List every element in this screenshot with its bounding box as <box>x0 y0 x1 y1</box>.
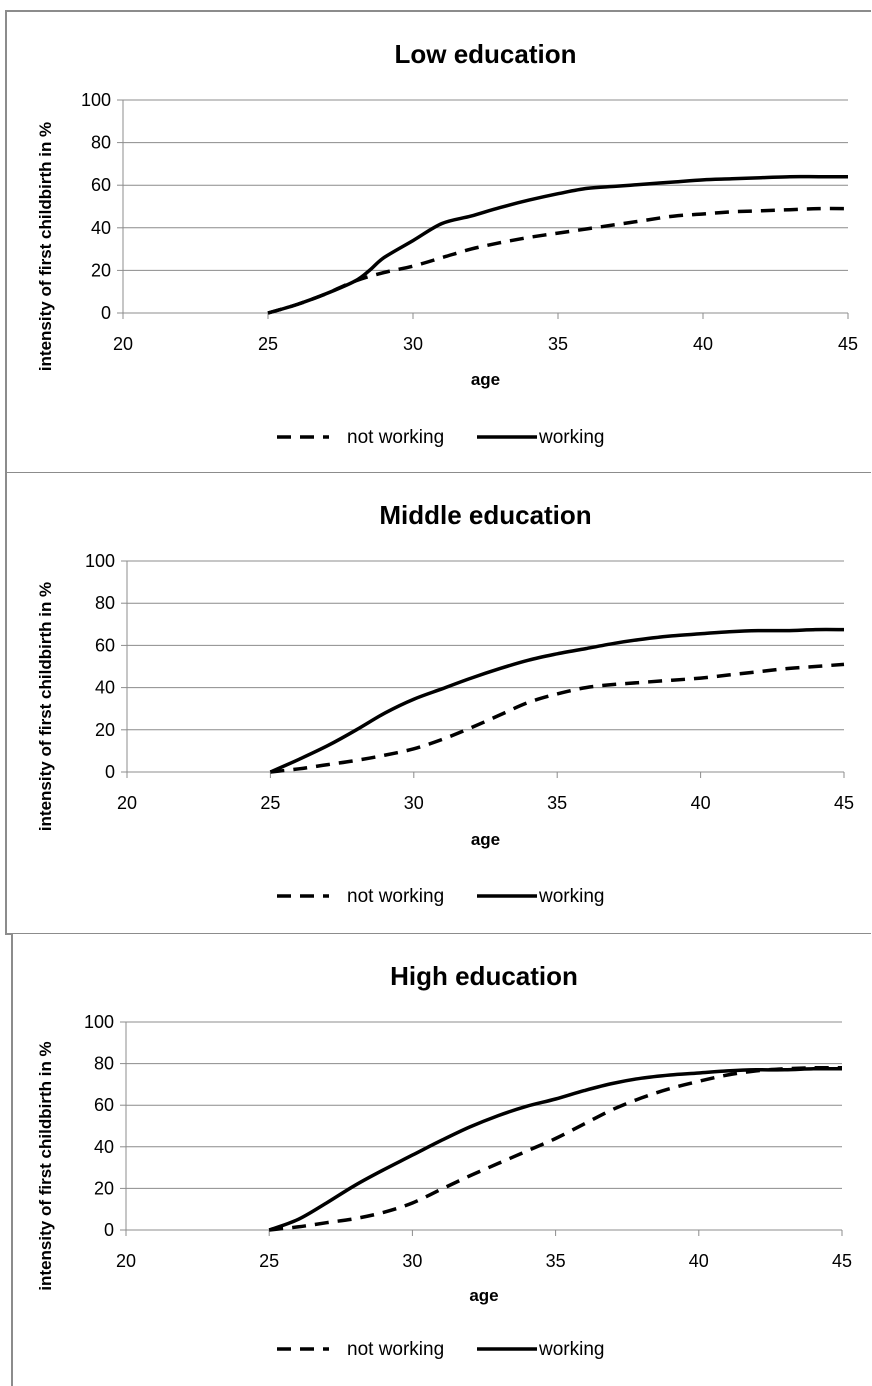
y-tick-label: 60 <box>94 1095 114 1115</box>
x-tick-label: 40 <box>693 334 713 354</box>
chart-panel-middle-education: Middle education 0 20 40 60 80 100 20 25 30 35 40 45… <box>5 473 871 935</box>
y-tick-label: 80 <box>94 1054 114 1074</box>
series-line-not-working <box>267 206 849 315</box>
x-tick-label: 30 <box>403 334 423 354</box>
y-tick-label: 100 <box>85 551 115 571</box>
y-tick-label: 80 <box>91 133 111 153</box>
legend-label: working <box>538 886 604 907</box>
x-axis-label: age <box>471 830 500 849</box>
x-tick-label: 40 <box>691 793 711 813</box>
legend-label: not working <box>347 1339 444 1360</box>
series-line-not-working <box>270 662 845 774</box>
series-line-not-working <box>269 1065 843 1232</box>
y-tick-label: 20 <box>95 720 115 740</box>
legend-label: working <box>538 1339 604 1360</box>
y-tick-label: 80 <box>95 593 115 613</box>
x-tick-label: 20 <box>117 793 137 813</box>
x-tick-label: 30 <box>402 1251 422 1271</box>
x-tick-label: 20 <box>113 334 133 354</box>
x-tick-label: 45 <box>838 334 858 354</box>
x-tick-label: 30 <box>404 793 424 813</box>
x-axis-label: age <box>469 1286 498 1305</box>
legend-item-working: working <box>477 1339 604 1360</box>
chart-title: Middle education <box>379 500 591 530</box>
legend-item-working: working <box>477 427 604 448</box>
x-tick-label: 25 <box>259 1251 279 1271</box>
chart-panel-high-education: High education 0 20 40 60 80 100 20 25 30 35 40 45 ag… <box>11 934 872 1386</box>
y-tick-label: 100 <box>81 90 111 110</box>
x-tick-label: 25 <box>258 334 278 354</box>
x-tick-label: 45 <box>834 793 854 813</box>
chart-title: Low education <box>395 39 577 69</box>
chart-panel-low-education: Low education 0 20 40 60 80 100 20 25 30 35 40 45 age… <box>5 10 871 474</box>
y-axis-label: intensity of first childbirth in % <box>36 582 55 831</box>
x-axis-label: age <box>471 370 500 389</box>
y-tick-label: 20 <box>91 260 111 280</box>
x-tick-label: 25 <box>260 793 280 813</box>
legend-item-not-working: not working <box>277 427 444 448</box>
y-tick-label: 40 <box>94 1137 114 1157</box>
legend-item-working: working <box>477 886 604 907</box>
legend-item-not-working: not working <box>277 1339 444 1360</box>
legend-item-not-working: not working <box>277 886 444 907</box>
legend-label: working <box>538 427 604 448</box>
y-tick-label: 60 <box>91 175 111 195</box>
legend-label: not working <box>347 427 444 448</box>
y-tick-label: 40 <box>91 218 111 238</box>
y-tick-label: 40 <box>95 678 115 698</box>
legend-label: not working <box>347 886 444 907</box>
x-tick-label: 20 <box>116 1251 136 1271</box>
series-line-working <box>267 174 848 315</box>
x-tick-label: 40 <box>689 1251 709 1271</box>
chart-title: High education <box>390 961 578 991</box>
series-line-working <box>268 1066 843 1232</box>
y-tick-label: 0 <box>104 1220 114 1240</box>
series-line-working <box>269 627 845 774</box>
y-tick-label: 0 <box>101 303 111 323</box>
y-tick-label: 60 <box>95 635 115 655</box>
y-tick-label: 20 <box>94 1178 114 1198</box>
y-axis-label: intensity of first childbirth in % <box>36 1041 55 1290</box>
x-tick-label: 35 <box>548 334 568 354</box>
x-tick-label: 35 <box>546 1251 566 1271</box>
x-tick-label: 35 <box>547 793 567 813</box>
x-tick-label: 45 <box>832 1251 852 1271</box>
y-tick-label: 100 <box>84 1012 114 1032</box>
y-tick-label: 0 <box>105 762 115 782</box>
y-axis-label: intensity of first childbirth in % <box>36 122 55 371</box>
